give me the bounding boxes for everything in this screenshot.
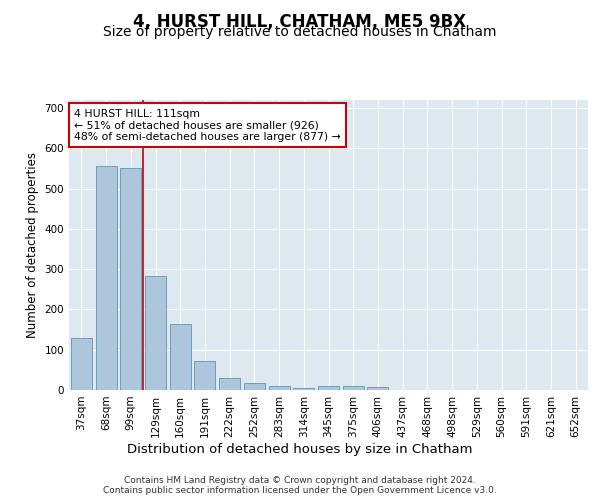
Bar [343, 386, 364, 390]
Bar [367, 387, 388, 390]
Bar [318, 386, 339, 390]
Text: 4, HURST HILL, CHATHAM, ME5 9BX: 4, HURST HILL, CHATHAM, ME5 9BX [133, 12, 467, 30]
Bar [170, 324, 191, 390]
Bar [120, 168, 141, 390]
Y-axis label: Number of detached properties: Number of detached properties [26, 152, 39, 338]
Text: Distribution of detached houses by size in Chatham: Distribution of detached houses by size … [127, 442, 473, 456]
Bar [194, 361, 215, 390]
Text: Contains HM Land Registry data © Crown copyright and database right 2024.
Contai: Contains HM Land Registry data © Crown c… [103, 476, 497, 496]
Bar [145, 276, 166, 390]
Bar [219, 378, 240, 390]
Bar [71, 338, 92, 390]
Bar [244, 383, 265, 390]
Bar [293, 388, 314, 390]
Bar [269, 386, 290, 390]
Text: 4 HURST HILL: 111sqm
← 51% of detached houses are smaller (926)
48% of semi-deta: 4 HURST HILL: 111sqm ← 51% of detached h… [74, 108, 341, 142]
Text: Size of property relative to detached houses in Chatham: Size of property relative to detached ho… [103, 25, 497, 39]
Bar [95, 166, 116, 390]
